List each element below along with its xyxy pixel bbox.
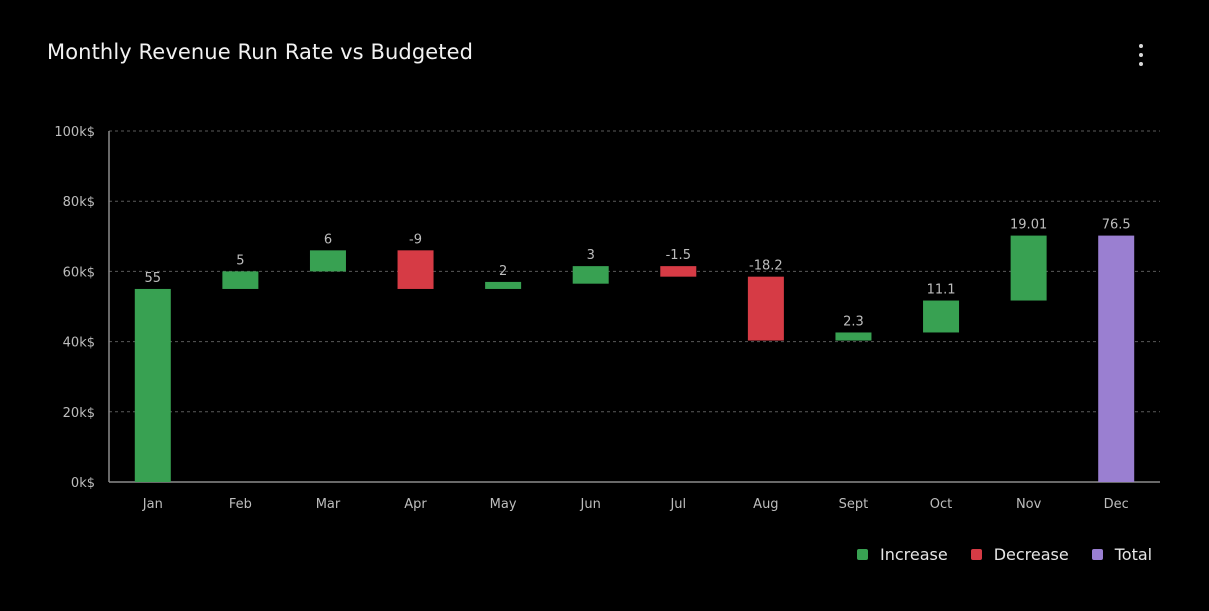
data-label: 2 <box>499 264 507 279</box>
data-label: 2.3 <box>843 314 864 329</box>
y-tick-label: 0k$ <box>71 476 95 491</box>
data-label: 3 <box>587 248 595 263</box>
legend-swatch <box>857 549 868 560</box>
x-tick-label: Jun <box>580 497 601 512</box>
bar-apr <box>397 250 434 289</box>
x-tick-label: Jul <box>669 497 686 512</box>
y-tick-label: 100k$ <box>54 125 95 140</box>
legend-item-total[interactable]: Total <box>1091 545 1153 564</box>
legend-item-decrease[interactable]: Decrease <box>970 545 1069 564</box>
data-label: 5 <box>236 253 244 268</box>
x-tick-label: May <box>490 497 517 512</box>
bar-oct <box>923 300 960 333</box>
data-label: -18.2 <box>749 259 783 274</box>
bar-may <box>485 281 522 289</box>
legend-label: Increase <box>880 545 948 564</box>
bar-mar <box>309 250 346 272</box>
data-label: -1.5 <box>666 248 691 263</box>
bar-jul <box>660 266 697 277</box>
data-label: 76.5 <box>1102 218 1131 233</box>
data-label: -9 <box>409 232 422 247</box>
legend-label: Decrease <box>993 545 1069 564</box>
bar-sept <box>835 332 872 341</box>
legend-swatch <box>970 549 982 560</box>
bar-jan <box>134 288 171 482</box>
x-tick-label: Apr <box>404 497 427 512</box>
bar-feb <box>222 271 259 289</box>
x-tick-label: Feb <box>229 497 252 512</box>
x-tick-label: Nov <box>1016 497 1042 512</box>
chart-legend: Increase Decrease Total <box>857 545 1152 564</box>
x-tick-label: Dec <box>1104 497 1129 512</box>
x-tick-label: Oct <box>930 497 952 512</box>
data-label: 19.01 <box>1010 218 1047 233</box>
bar-dec <box>1098 235 1135 482</box>
legend-swatch <box>1091 549 1103 560</box>
x-tick-label: Aug <box>753 497 778 512</box>
y-tick-label: 80k$ <box>63 195 95 210</box>
bar-nov <box>1010 235 1047 301</box>
legend-label: Total <box>1114 545 1153 564</box>
y-tick-label: 40k$ <box>63 336 95 351</box>
x-tick-label: Mar <box>316 497 341 512</box>
legend-item-increase[interactable]: Increase <box>857 545 948 564</box>
bar-jun <box>572 266 609 284</box>
y-tick-label: 60k$ <box>63 265 95 280</box>
data-label: 11.1 <box>927 283 956 298</box>
data-label: 55 <box>145 271 162 286</box>
data-label: 6 <box>324 232 332 247</box>
y-tick-label: 20k$ <box>63 406 95 421</box>
more-vertical-icon[interactable] <box>1128 40 1154 70</box>
x-tick-label: Jan <box>142 497 163 512</box>
bar-aug <box>747 276 784 341</box>
x-tick-label: Sept <box>839 497 869 512</box>
chart-title: Monthly Revenue Run Rate vs Budgeted <box>47 40 474 64</box>
